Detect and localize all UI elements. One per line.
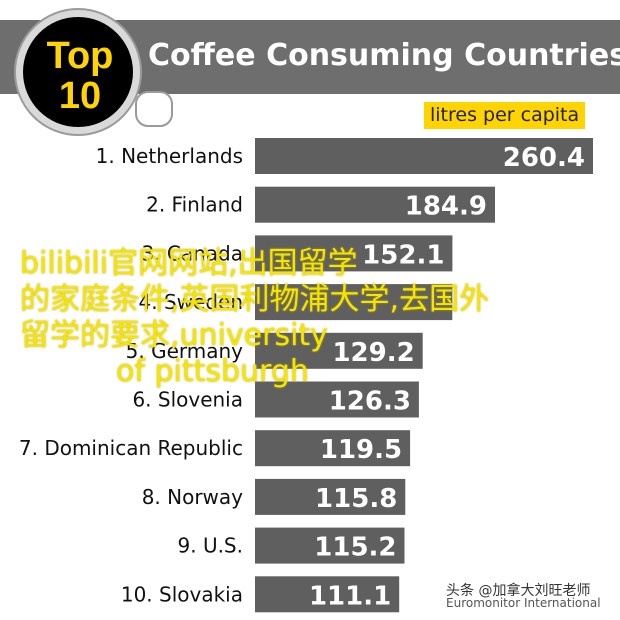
bar-10 [255,576,400,613]
credit-text: 头条 @加拿大刘旺老师 [446,583,591,599]
bar-2 [255,186,495,223]
value-label-10: 111.1 [309,581,391,611]
category-label-4: 4. Sweden [139,290,243,314]
value-label-7: 119.5 [320,435,402,465]
mug-coffee [23,17,133,127]
bar-1 [255,138,593,174]
top10-badge: Top 10 [14,8,173,136]
value-label-3: 152.1 [362,240,444,270]
bar-7 [255,430,411,467]
value-label-8: 115.8 [315,484,397,514]
badge-line1: Top [47,35,114,77]
category-label-3: 3. Canada [141,241,243,265]
category-label-5: 5. Germany [126,339,244,363]
mug-handle-icon [135,91,173,127]
bar-4 [255,284,453,321]
category-label-9: 9. U.S. [178,534,244,558]
category-label-6: 6. Slovenia [132,388,243,412]
bar-9 [255,527,405,564]
value-label-9: 115.2 [314,533,396,563]
value-label-6: 126.3 [329,387,411,417]
bar-5 [255,332,423,369]
bar-6 [255,381,419,418]
category-label-10: 10. Slovakia [121,582,243,606]
value-label-5: 129.2 [332,338,414,368]
category-label-7: 7. Dominican Republic [19,436,243,460]
source-text: Euromonitor International [446,596,601,610]
bar-3 [255,235,453,272]
chart-title: Coffee Consuming Countries [148,38,620,73]
bar-8 [255,478,406,515]
unit-label: litres per capita [424,102,586,129]
badge-line2: 10 [59,75,101,117]
value-label-2: 184.9 [405,192,487,222]
value-label-1: 260.4 [503,143,585,173]
category-label-2: 2. Finland [146,193,243,217]
category-label-1: 1. Netherlands [96,144,243,168]
category-label-8: 8. Norway [142,485,243,509]
